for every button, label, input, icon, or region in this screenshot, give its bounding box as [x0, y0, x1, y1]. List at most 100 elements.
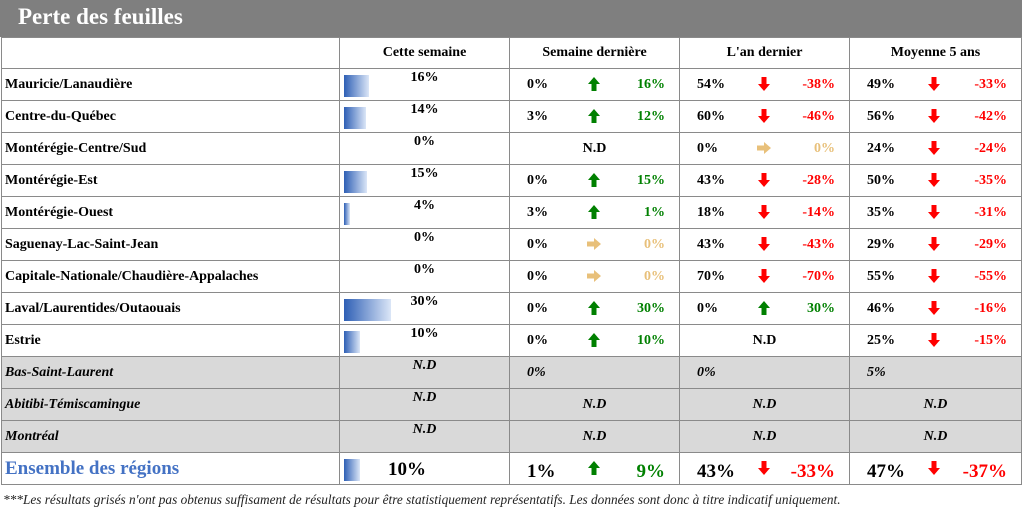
arrow-down-icon	[928, 205, 940, 219]
last-week-cell: 1% 9%	[509, 452, 680, 485]
five-year-avg-cell: 56% -42%	[849, 100, 1022, 133]
table-row: Mauricie/Lanaudière 16% 0% 16% 54% -38% 49% -33…	[1, 68, 1022, 101]
five-year-avg-diff: -42%	[974, 109, 1007, 124]
arrow-down-icon	[928, 269, 940, 283]
last-year-value: 43%	[697, 237, 725, 252]
last-week-value: 0%	[527, 77, 548, 92]
five-year-avg-cell: N.D	[849, 420, 1022, 453]
region-name: Capitale-Nationale/Chaudière-Appalaches	[1, 260, 340, 293]
percent-bar	[344, 107, 366, 129]
five-year-avg-diff: -55%	[974, 269, 1007, 284]
five-year-avg-diff: -15%	[974, 333, 1007, 348]
last-year-diff: -14%	[802, 205, 835, 220]
five-year-avg-cell: 55% -55%	[849, 260, 1022, 293]
last-week-diff: 9%	[636, 461, 666, 482]
this-week-cell: 0%	[339, 228, 510, 261]
five-year-avg-value: 24%	[867, 141, 895, 156]
percent-bar	[344, 459, 360, 481]
arrow-up-icon	[758, 301, 770, 315]
region-name: Abitibi-Témiscamingue	[1, 388, 340, 421]
five-year-avg-value: 55%	[867, 269, 895, 284]
title-bar: Perte des feuilles	[0, 0, 1022, 37]
five-year-avg-cell: 46% -16%	[849, 292, 1022, 325]
region-name: Centre-du-Québec	[1, 100, 340, 133]
last-year-value: 54%	[697, 77, 725, 92]
this-week-cell: 0%	[339, 260, 510, 293]
table-row: Montérégie-Ouest 4% 3% 1% 18% -14% 35% -31%	[1, 196, 1022, 229]
total-row: Ensemble des régions 10% 1% 9% 43% -33% 47% -37…	[1, 452, 1022, 485]
region-name: Bas-Saint-Laurent	[1, 356, 340, 389]
this-week-value: 10%	[410, 326, 439, 341]
table-row: Abitibi-Témiscamingue N.D N.D N.D N.D	[1, 388, 1022, 421]
last-week-value: 0%	[527, 269, 548, 284]
this-week-cell: 10%	[339, 324, 510, 357]
percent-bar	[344, 299, 391, 321]
last-week-cell: N.D	[509, 388, 680, 421]
five-year-avg-cell: 5%	[849, 356, 1022, 389]
table-row: Saguenay-Lac-Saint-Jean 0% 0% 0% 43% -43% 29% -…	[1, 228, 1022, 261]
last-year-diff: 0%	[814, 141, 835, 156]
table-row: Laval/Laurentides/Outaouais 30% 0% 30% 0% 30%…	[1, 292, 1022, 325]
this-week-cell: 15%	[339, 164, 510, 197]
last-year-value: 43%	[697, 173, 725, 188]
this-week-value: 30%	[410, 294, 439, 309]
region-name: Saguenay-Lac-Saint-Jean	[1, 228, 340, 261]
region-name: Montérégie-Est	[1, 164, 340, 197]
five-year-avg-diff: -33%	[974, 77, 1007, 92]
arrow-down-icon	[928, 173, 940, 187]
last-year-cell: 43% -43%	[679, 228, 850, 261]
this-week-value: 14%	[410, 102, 439, 117]
last-year-nd: N.D	[752, 428, 777, 444]
five-year-avg-value: 25%	[867, 333, 895, 348]
this-week-cell: N.D	[339, 420, 510, 453]
arrow-up-icon	[588, 109, 600, 123]
arrow-down-icon	[928, 333, 940, 347]
table-row: Montérégie-Est 15% 0% 15% 43% -28% 50% -35%	[1, 164, 1022, 197]
this-week-value: N.D	[412, 422, 437, 437]
last-week-cell: 0% 10%	[509, 324, 680, 357]
last-year-value: 60%	[697, 109, 725, 124]
last-week-value: 1%	[527, 461, 556, 482]
last-week-value: 0%	[527, 237, 548, 252]
this-week-cell: N.D	[339, 388, 510, 421]
last-week-nd: N.D	[582, 428, 607, 444]
last-week-cell: 0% 15%	[509, 164, 680, 197]
last-year-cell: N.D	[679, 420, 850, 453]
last-year-diff: -43%	[802, 237, 835, 252]
last-week-cell: N.D	[509, 420, 680, 453]
last-week-cell: 0% 0%	[509, 228, 680, 261]
last-year-cell: 43% -33%	[679, 452, 850, 485]
five-year-avg-diff: -37%	[962, 461, 1007, 482]
region-name: Montréal	[1, 420, 340, 453]
this-week-value: 16%	[410, 70, 439, 85]
last-year-value: 0%	[697, 301, 718, 316]
arrow-down-icon	[758, 77, 770, 91]
region-name: Ensemble des régions	[1, 452, 340, 485]
arrow-down-icon	[928, 237, 940, 251]
last-year-diff: -33%	[790, 461, 835, 482]
last-year-diff: -28%	[802, 173, 835, 188]
last-week-cell: 3% 1%	[509, 196, 680, 229]
region-name: Montérégie-Ouest	[1, 196, 340, 229]
header-last-week: Semaine dernière	[509, 37, 680, 69]
arrow-down-icon	[928, 461, 940, 475]
region-name: Montérégie-Centre/Sud	[1, 132, 340, 165]
arrow-down-icon	[758, 237, 770, 251]
this-week-cell: 10%	[339, 452, 510, 485]
five-year-avg-value: 50%	[867, 173, 895, 188]
region-name: Laval/Laurentides/Outaouais	[1, 292, 340, 325]
percent-bar	[344, 203, 351, 225]
five-year-avg-cell: 49% -33%	[849, 68, 1022, 101]
this-week-value: 10%	[388, 459, 426, 480]
last-week-cell: 0% 16%	[509, 68, 680, 101]
footnote: ***Les résultats grisés n'ont pas obtenu…	[3, 492, 841, 507]
this-week-value: 15%	[410, 166, 439, 181]
five-year-avg-cell: 47% -37%	[849, 452, 1022, 485]
five-year-avg-value: 47%	[867, 461, 905, 482]
arrow-down-icon	[928, 77, 940, 91]
last-year-cell: N.D	[679, 324, 850, 357]
arrow-up-icon	[588, 301, 600, 315]
last-year-cell: 54% -38%	[679, 68, 850, 101]
last-year-diff: 30%	[807, 301, 835, 316]
last-week-value: 3%	[527, 205, 548, 220]
